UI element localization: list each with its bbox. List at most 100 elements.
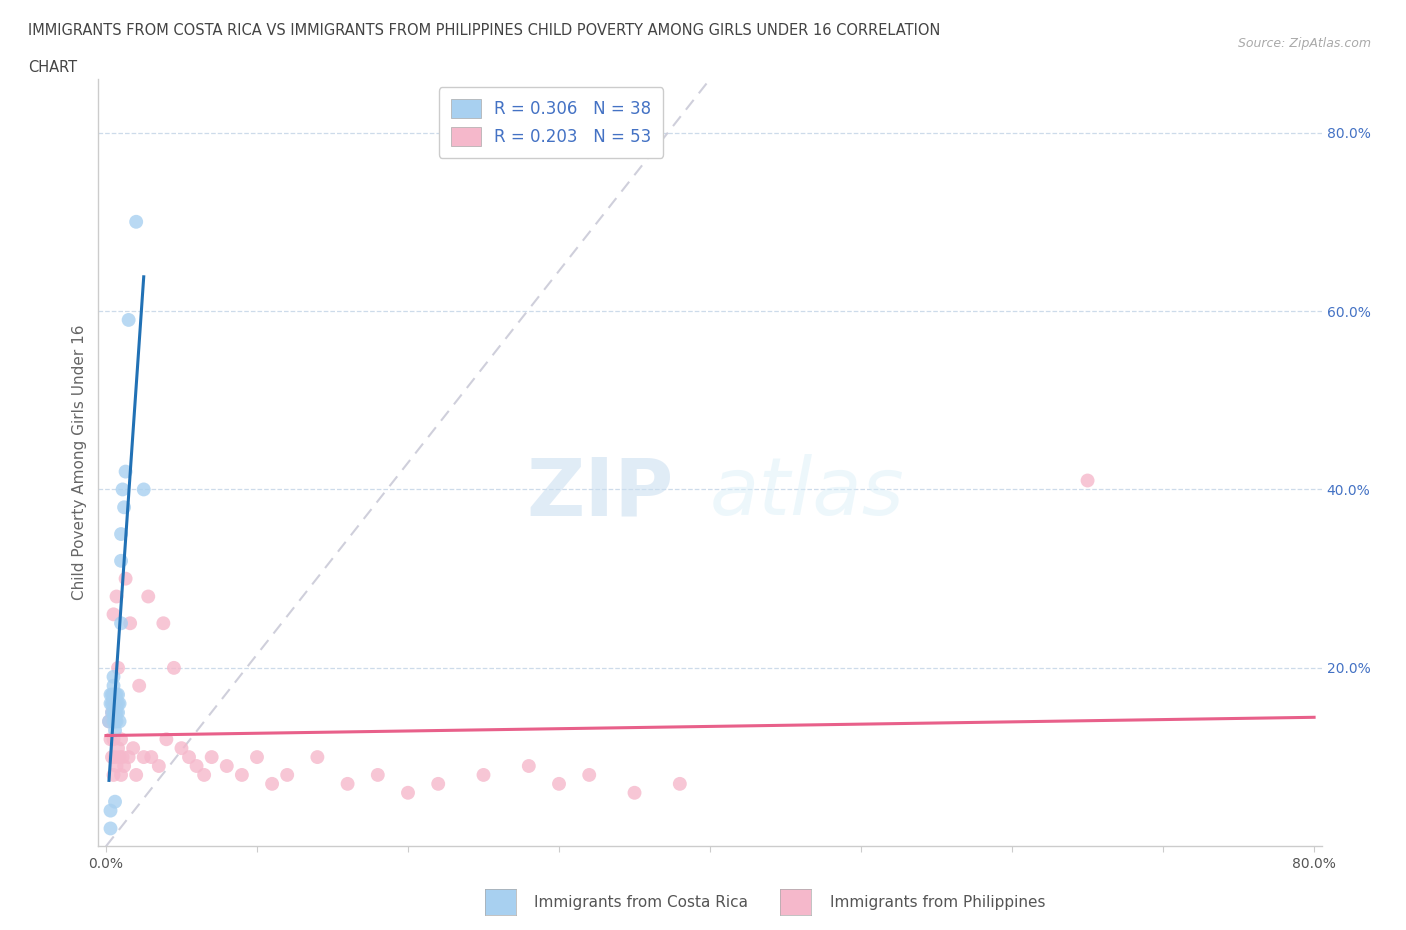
- Point: [517, 759, 540, 774]
- Point: [104, 723, 127, 737]
- Point: [105, 687, 128, 702]
- Point: [110, 526, 132, 541]
- Point: [105, 589, 128, 604]
- Text: Source: ZipAtlas.com: Source: ZipAtlas.com: [1237, 37, 1371, 50]
- Point: [103, 607, 125, 622]
- Point: [170, 740, 193, 755]
- Point: [108, 714, 131, 729]
- Point: [104, 697, 127, 711]
- Point: [114, 464, 136, 479]
- Point: [128, 678, 150, 693]
- Point: [100, 732, 122, 747]
- Y-axis label: Child Poverty Among Girls Under 16: Child Poverty Among Girls Under 16: [72, 325, 87, 601]
- Text: atlas: atlas: [710, 455, 905, 532]
- Point: [163, 660, 186, 675]
- Point: [105, 714, 128, 729]
- Point: [114, 571, 136, 586]
- Text: CHART: CHART: [28, 60, 77, 75]
- Point: [103, 670, 125, 684]
- Point: [100, 697, 122, 711]
- Point: [117, 750, 139, 764]
- Point: [155, 732, 177, 747]
- Point: [152, 616, 174, 631]
- Point: [103, 732, 125, 747]
- Point: [103, 678, 125, 693]
- Point: [105, 759, 128, 774]
- Point: [367, 767, 389, 782]
- Point: [107, 705, 129, 720]
- Point: [112, 499, 135, 514]
- Legend: R = 0.306   N = 38, R = 0.203   N = 53: R = 0.306 N = 38, R = 0.203 N = 53: [439, 87, 664, 157]
- Point: [122, 740, 145, 755]
- Point: [108, 750, 131, 764]
- Point: [110, 732, 132, 747]
- Point: [669, 777, 692, 791]
- Point: [103, 767, 125, 782]
- Point: [98, 714, 121, 729]
- Point: [104, 687, 127, 702]
- Point: [101, 687, 124, 702]
- Point: [177, 750, 200, 764]
- Text: ZIP: ZIP: [526, 455, 673, 532]
- Point: [117, 312, 139, 327]
- Point: [201, 750, 224, 764]
- Point: [193, 767, 215, 782]
- Point: [107, 687, 129, 702]
- Point: [246, 750, 269, 764]
- Point: [101, 697, 124, 711]
- Point: [125, 214, 148, 229]
- Point: [336, 777, 359, 791]
- Point: [1077, 473, 1099, 488]
- Point: [276, 767, 298, 782]
- Point: [107, 660, 129, 675]
- Text: IMMIGRANTS FROM COSTA RICA VS IMMIGRANTS FROM PHILIPPINES CHILD POVERTY AMONG GI: IMMIGRANTS FROM COSTA RICA VS IMMIGRANTS…: [28, 23, 941, 38]
- Text: Immigrants from Philippines: Immigrants from Philippines: [830, 895, 1045, 910]
- Point: [141, 750, 163, 764]
- Point: [120, 616, 142, 631]
- Point: [104, 705, 127, 720]
- Point: [107, 740, 129, 755]
- Point: [262, 777, 284, 791]
- Point: [104, 697, 127, 711]
- Text: Immigrants from Costa Rica: Immigrants from Costa Rica: [534, 895, 748, 910]
- Point: [104, 794, 127, 809]
- Point: [623, 785, 645, 800]
- Point: [100, 687, 122, 702]
- Point: [108, 697, 131, 711]
- Point: [103, 705, 125, 720]
- Point: [103, 687, 125, 702]
- Point: [231, 767, 253, 782]
- Point: [427, 777, 450, 791]
- Point: [396, 785, 419, 800]
- Point: [132, 750, 155, 764]
- Point: [101, 705, 124, 720]
- Point: [548, 777, 571, 791]
- Point: [307, 750, 329, 764]
- Point: [98, 714, 121, 729]
- Point: [101, 705, 124, 720]
- Point: [107, 697, 129, 711]
- Point: [100, 821, 122, 836]
- Point: [215, 759, 238, 774]
- Point: [472, 767, 495, 782]
- Point: [125, 767, 148, 782]
- Point: [101, 750, 124, 764]
- Point: [111, 750, 134, 764]
- Point: [110, 767, 132, 782]
- Point: [148, 759, 170, 774]
- Point: [111, 482, 134, 497]
- Point: [110, 553, 132, 568]
- Point: [132, 482, 155, 497]
- Point: [110, 616, 132, 631]
- Point: [104, 750, 127, 764]
- Point: [578, 767, 600, 782]
- Point: [186, 759, 208, 774]
- Point: [136, 589, 159, 604]
- Point: [103, 714, 125, 729]
- Point: [104, 714, 127, 729]
- Point: [105, 705, 128, 720]
- Point: [112, 759, 135, 774]
- Point: [100, 804, 122, 818]
- Point: [105, 697, 128, 711]
- Point: [103, 697, 125, 711]
